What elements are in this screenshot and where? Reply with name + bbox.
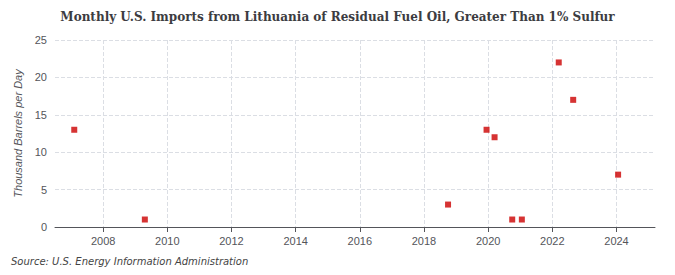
svg-text:0: 0 — [41, 221, 47, 233]
svg-text:5: 5 — [41, 184, 47, 196]
svg-text:2014: 2014 — [283, 235, 307, 247]
svg-text:25: 25 — [35, 34, 47, 46]
svg-text:2022: 2022 — [540, 235, 564, 247]
svg-text:20: 20 — [35, 71, 47, 83]
svg-text:2024: 2024 — [604, 235, 628, 247]
svg-text:15: 15 — [35, 109, 47, 121]
svg-text:10: 10 — [35, 146, 47, 158]
svg-text:2016: 2016 — [348, 235, 372, 247]
svg-text:Monthly U.S. Imports from Lith: Monthly U.S. Imports from Lithuania of R… — [60, 10, 615, 24]
svg-text:2018: 2018 — [412, 235, 436, 247]
svg-text:2010: 2010 — [155, 235, 179, 247]
svg-text:2020: 2020 — [476, 235, 500, 247]
svg-text:Source: U.S. Energy Informatio: Source: U.S. Energy Information Administ… — [11, 256, 248, 267]
svg-text:2012: 2012 — [219, 235, 243, 247]
svg-text:Thousand Barrels per Day: Thousand Barrels per Day — [12, 68, 24, 198]
svg-text:2008: 2008 — [91, 235, 115, 247]
